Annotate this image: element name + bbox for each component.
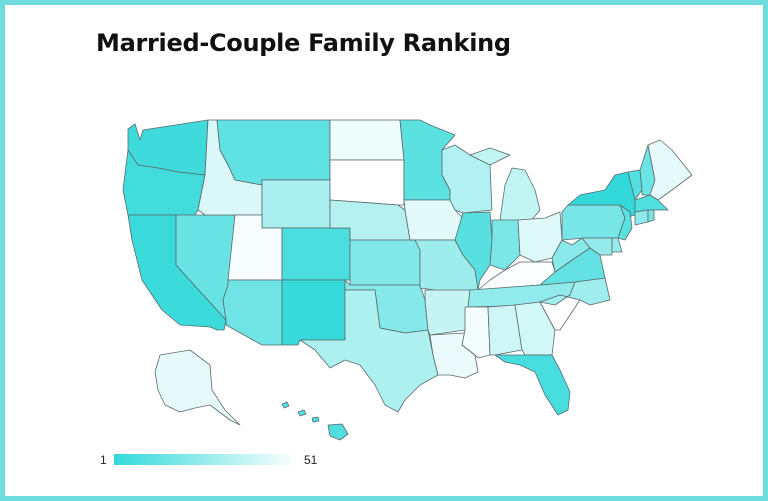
state-nc[interactable]	[539, 277, 611, 306]
state-az[interactable]	[222, 279, 283, 346]
state-pa[interactable]	[561, 204, 626, 241]
state-fl[interactable]	[494, 354, 571, 416]
state-de[interactable]	[611, 237, 623, 253]
state-ks[interactable]	[349, 239, 421, 286]
legend-max-label: 51	[304, 453, 318, 467]
state-md[interactable]	[581, 237, 613, 256]
state-co[interactable]	[281, 227, 351, 281]
state-ri[interactable]	[647, 209, 655, 223]
state-nd[interactable]	[329, 119, 405, 161]
state-sd[interactable]	[329, 159, 405, 206]
state-hi[interactable]	[281, 401, 349, 441]
legend-gradient-bar	[114, 454, 298, 465]
state-wy[interactable]	[261, 179, 331, 229]
state-il[interactable]	[454, 211, 493, 291]
state-mt[interactable]	[216, 119, 331, 186]
state-ar[interactable]	[424, 289, 471, 336]
state-tx[interactable]	[299, 289, 439, 413]
state-nm[interactable]	[281, 279, 346, 346]
state-nj[interactable]	[617, 204, 633, 241]
state-me[interactable]	[647, 139, 693, 201]
map-title: Married-Couple Family Ranking	[96, 29, 511, 57]
state-al[interactable]	[487, 304, 523, 356]
state-ma[interactable]	[634, 194, 669, 213]
legend-min-label: 1	[100, 453, 107, 467]
state-ct[interactable]	[634, 209, 649, 226]
state-in[interactable]	[489, 219, 521, 271]
state-ak[interactable]	[154, 349, 241, 426]
